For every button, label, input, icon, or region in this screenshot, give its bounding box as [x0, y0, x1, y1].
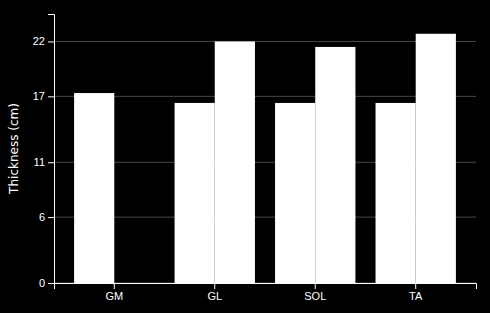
y-tick: 22 [33, 35, 54, 47]
bars [74, 34, 456, 283]
y-tick-mark [48, 283, 54, 284]
y-tick-mark [48, 217, 54, 218]
y-axis-title: Thickness (cm) [7, 103, 21, 195]
y-tick-label: 17 [33, 90, 45, 102]
y-tick-mark [48, 162, 54, 163]
grid [54, 41, 476, 283]
bar [74, 93, 114, 283]
x-tick-label: SOL [304, 290, 326, 302]
x-tick-label: GM [105, 290, 123, 302]
y-tick: 0 [39, 277, 54, 289]
x-tick: SOL [304, 283, 326, 302]
x-axis-line [55, 284, 477, 290]
series [215, 34, 456, 283]
x-tick-mark [214, 283, 215, 289]
bar [114, 283, 154, 284]
y-tick-label: 11 [34, 156, 45, 168]
y-axis-line [48, 15, 55, 284]
y-tick-label: 6 [39, 211, 45, 223]
chart-svg: GM GL SOL TA 0 6 11 17 22 Thickness (cm) [0, 0, 490, 313]
x-tick-mark [315, 283, 316, 289]
x-axis: GM GL SOL TA [55, 283, 477, 302]
chart-container: GM GL SOL TA 0 6 11 17 22 Thickness (cm) [0, 0, 490, 313]
bar [376, 103, 416, 283]
y-tick-mark [48, 41, 54, 42]
background [0, 0, 490, 313]
bar [275, 103, 315, 283]
x-tick-mark [114, 283, 115, 289]
bar [175, 103, 215, 283]
x-tick: GM [105, 283, 123, 302]
y-tick-label: 0 [39, 277, 45, 289]
x-tick-mark [415, 283, 416, 289]
bar [416, 34, 456, 283]
x-tick-label: GL [207, 290, 222, 302]
y-tick: 11 [34, 156, 54, 168]
y-tick: 17 [33, 90, 54, 102]
x-tick: GL [207, 283, 222, 302]
grid-line [54, 41, 476, 42]
x-tick-label: TA [409, 290, 423, 302]
bar [315, 47, 355, 283]
bar [215, 41, 255, 283]
x-tick: TA [409, 283, 423, 302]
y-tick: 6 [39, 211, 54, 223]
y-axis: 0 6 11 17 22 [33, 15, 55, 290]
plot: GM GL SOL TA 0 6 11 17 22 [33, 15, 477, 302]
grid-line [54, 96, 476, 97]
y-tick-label: 22 [33, 35, 45, 47]
y-tick-mark [48, 96, 54, 97]
